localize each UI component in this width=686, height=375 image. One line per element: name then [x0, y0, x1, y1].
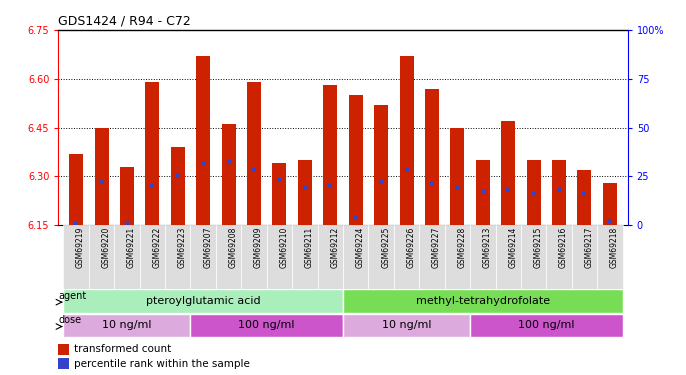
Bar [578, 170, 591, 225]
Text: GSM69215: GSM69215 [534, 227, 543, 268]
Bar [267, 225, 292, 289]
Text: GSM69219: GSM69219 [76, 227, 85, 268]
Text: GSM69225: GSM69225 [381, 227, 390, 268]
Text: GSM69207: GSM69207 [203, 227, 212, 268]
Text: percentile rank within the sample: percentile rank within the sample [74, 358, 250, 369]
Text: 10 ng/ml: 10 ng/ml [102, 320, 152, 330]
Text: GDS1424 / R94 - C72: GDS1424 / R94 - C72 [58, 15, 191, 27]
Bar [394, 225, 419, 289]
Text: GSM69213: GSM69213 [483, 227, 492, 268]
Text: GSM69224: GSM69224 [356, 227, 365, 268]
Bar [476, 160, 490, 225]
Text: GSM69211: GSM69211 [305, 227, 314, 268]
Bar [140, 225, 165, 289]
Text: GSM69209: GSM69209 [254, 227, 263, 268]
Text: dose: dose [59, 315, 82, 325]
Text: GSM69218: GSM69218 [610, 227, 619, 268]
Bar [191, 225, 216, 289]
Bar [571, 225, 598, 289]
Bar [171, 147, 185, 225]
Text: GSM69226: GSM69226 [407, 227, 416, 268]
Text: GSM69223: GSM69223 [178, 227, 187, 268]
Text: 100 ng/ml: 100 ng/ml [518, 320, 575, 330]
Bar [247, 82, 261, 225]
Bar [191, 314, 343, 337]
Bar [419, 225, 445, 289]
Bar [598, 225, 623, 289]
Bar [527, 160, 541, 225]
Bar [425, 88, 439, 225]
Bar [222, 124, 235, 225]
Text: GSM69210: GSM69210 [279, 227, 288, 268]
Bar [343, 289, 623, 313]
Bar [343, 225, 368, 289]
Text: GSM69208: GSM69208 [228, 227, 237, 268]
Text: GSM69227: GSM69227 [432, 227, 441, 268]
Bar [69, 153, 83, 225]
Text: transformed count: transformed count [74, 344, 172, 354]
Bar [241, 225, 267, 289]
Bar [115, 225, 140, 289]
Text: GSM69220: GSM69220 [102, 227, 110, 268]
Bar [470, 314, 623, 337]
Bar [95, 128, 108, 225]
Bar [323, 85, 338, 225]
Bar [88, 225, 115, 289]
Bar [501, 121, 515, 225]
Bar [368, 225, 394, 289]
Text: GSM69216: GSM69216 [559, 227, 568, 268]
Text: pteroylglutamic acid: pteroylglutamic acid [146, 296, 261, 306]
Bar [374, 105, 388, 225]
Bar [58, 344, 69, 355]
Bar [495, 225, 521, 289]
Text: GSM69228: GSM69228 [458, 227, 466, 268]
Bar [196, 56, 210, 225]
Bar [343, 314, 470, 337]
Text: GSM69222: GSM69222 [152, 227, 161, 268]
Text: 100 ng/ml: 100 ng/ml [239, 320, 295, 330]
Bar [272, 163, 287, 225]
Text: 10 ng/ml: 10 ng/ml [382, 320, 431, 330]
Bar [318, 225, 343, 289]
Bar [145, 82, 159, 225]
Text: methyl-tetrahydrofolate: methyl-tetrahydrofolate [416, 296, 550, 306]
Text: GSM69212: GSM69212 [330, 227, 340, 268]
Bar [292, 225, 318, 289]
Bar [165, 225, 191, 289]
Bar [63, 225, 88, 289]
Text: GSM69214: GSM69214 [508, 227, 517, 268]
Bar [451, 128, 464, 225]
Bar [58, 358, 69, 369]
Bar [546, 225, 571, 289]
Bar [63, 289, 343, 313]
Bar [445, 225, 470, 289]
Bar [521, 225, 546, 289]
Bar [216, 225, 241, 289]
Bar [298, 160, 312, 225]
Text: agent: agent [59, 291, 87, 301]
Bar [470, 225, 495, 289]
Bar [603, 183, 617, 225]
Text: GSM69221: GSM69221 [127, 227, 136, 268]
Bar [552, 160, 566, 225]
Text: GSM69217: GSM69217 [584, 227, 593, 268]
Bar [120, 166, 134, 225]
Bar [348, 95, 363, 225]
Bar [399, 56, 414, 225]
Bar [63, 314, 191, 337]
